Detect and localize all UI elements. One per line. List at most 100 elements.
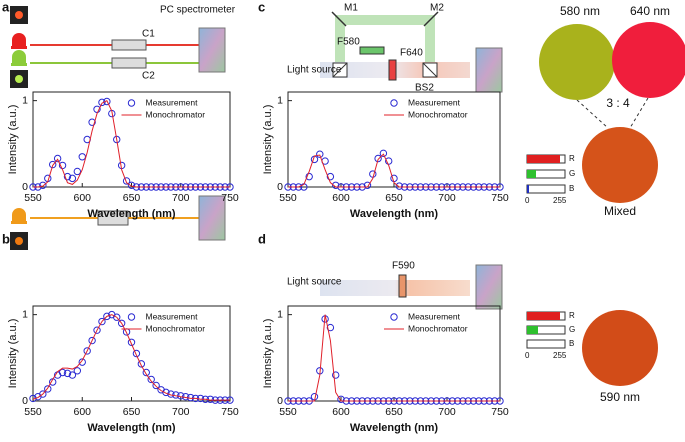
data-point: [83, 347, 91, 355]
data-point: [44, 385, 52, 393]
data-point: [39, 390, 47, 398]
diagram-label: C1: [142, 29, 155, 40]
x-tick-label: 650: [123, 192, 141, 204]
data-point: [142, 368, 150, 377]
x-tick-label: 550: [24, 406, 42, 418]
x-tick-label: 700: [172, 192, 190, 204]
diagram-label: M2: [430, 3, 444, 14]
data-point: [132, 349, 141, 358]
data-point: [49, 160, 57, 169]
legend-label: Measurement: [408, 97, 461, 107]
setup-b: [10, 195, 226, 250]
legend-label: Measurement: [146, 97, 199, 107]
data-point: [88, 336, 96, 345]
rgb-label: 255: [553, 351, 567, 360]
y-tick-label: 0: [22, 395, 28, 407]
data-point: [98, 317, 106, 326]
y-tick-label: 1: [277, 94, 283, 106]
diagram-label: F640: [400, 48, 423, 59]
data-point: [379, 149, 388, 158]
data-point: [162, 388, 170, 397]
diagram-label: C2: [142, 71, 155, 82]
rgb-label: G: [569, 325, 575, 334]
ratio-label: 3 : 4: [606, 96, 630, 110]
y-tick-label: 0: [277, 181, 283, 193]
panel-label: c: [258, 0, 265, 14]
data-point: [39, 181, 47, 189]
legend-label: Monochromator: [146, 109, 206, 119]
data-point: [73, 367, 82, 375]
data-point: [122, 177, 131, 185]
data-point: [395, 182, 403, 190]
data-point: [374, 154, 382, 163]
data-point: [58, 368, 67, 377]
x-tick-label: 600: [332, 192, 350, 204]
y-tick-label: 1: [22, 308, 28, 320]
data-point: [93, 326, 101, 334]
circle-label: 580 nm: [560, 4, 600, 18]
data-point: [127, 338, 136, 346]
y-tick-label: 0: [277, 395, 283, 407]
y-tick-label: 1: [277, 308, 283, 320]
y-axis-label: Intensity (a.u.): [262, 105, 274, 175]
x-tick-label: 700: [438, 406, 456, 418]
x-tick-label: 600: [73, 406, 91, 418]
color-circles: [526, 22, 685, 386]
panel-label: d: [258, 231, 266, 246]
data-point: [326, 172, 335, 181]
diagram-label: F580: [337, 37, 360, 48]
diagram-label: Light source: [287, 65, 342, 76]
rgb-label: B: [569, 184, 574, 193]
panel-label: a: [2, 0, 10, 14]
x-axis-label: Wavelength (nm): [87, 208, 176, 220]
rgb-label: B: [569, 339, 574, 348]
data-point: [73, 167, 82, 176]
x-axis-label: Wavelength (nm): [350, 208, 439, 220]
x-tick-label: 550: [279, 406, 297, 418]
rgb-label: 0: [525, 351, 530, 360]
data-point: [147, 375, 155, 384]
x-tick-label: 750: [221, 406, 239, 418]
panel-label: b: [2, 231, 10, 246]
x-tick-label: 600: [73, 192, 91, 204]
data-point: [103, 97, 111, 106]
setup-d: [320, 264, 503, 310]
legend-label: Measurement: [408, 311, 461, 321]
x-tick-label: 550: [24, 192, 42, 204]
x-tick-label: 750: [491, 192, 509, 204]
data-point: [78, 153, 86, 161]
data-point: [103, 312, 111, 321]
rgb-label: G: [569, 169, 575, 178]
x-tick-label: 750: [491, 406, 509, 418]
setup-c: [320, 11, 503, 93]
diagram-label: Light source: [287, 277, 342, 288]
data-point: [127, 181, 136, 189]
setup-a: [10, 6, 226, 88]
rgb-label: 0: [525, 196, 530, 205]
legend-symbol: [127, 313, 136, 321]
legend-symbol: [390, 99, 398, 107]
y-axis-label: Intensity (a.u.): [7, 319, 19, 389]
data-point: [113, 135, 121, 144]
data-point: [63, 172, 72, 181]
data-line: [288, 314, 500, 402]
x-tick-label: 650: [385, 406, 403, 418]
data-point: [305, 172, 313, 181]
diagram-label: M1: [344, 3, 358, 14]
x-tick-label: 650: [385, 192, 403, 204]
diagram-label: PC spectrometer: [160, 5, 236, 16]
data-point: [117, 319, 126, 327]
y-axis-label: Intensity (a.u.): [7, 105, 19, 175]
data-point: [137, 360, 146, 368]
data-line: [32, 314, 230, 401]
x-tick-label: 550: [279, 192, 297, 204]
legend-label: Measurement: [146, 311, 199, 321]
x-axis-label: Wavelength (nm): [87, 422, 176, 434]
rgb-label: R: [569, 154, 575, 163]
circle-label: 590 nm: [600, 390, 640, 404]
circle-label: Mixed: [604, 204, 636, 218]
legend-symbol: [127, 99, 136, 107]
x-axis-label: Wavelength (nm): [350, 422, 439, 434]
legend-label: Monochromator: [408, 323, 468, 333]
